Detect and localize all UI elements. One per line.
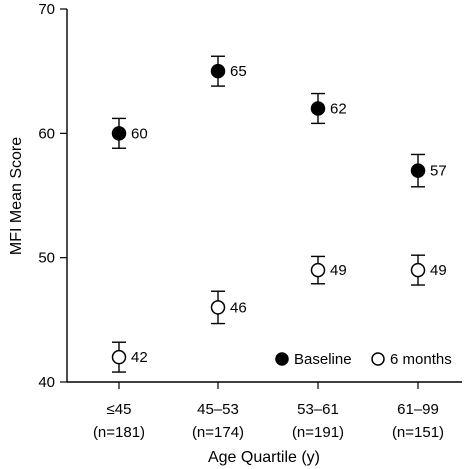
data-label-baseline: 62 <box>330 100 347 117</box>
point-6-months <box>310 262 326 278</box>
y-axis-title: MFI Mean Score <box>8 137 25 255</box>
x-category-count: (n=191) <box>292 424 344 441</box>
point-baseline <box>310 101 326 116</box>
point-baseline <box>111 126 127 141</box>
legend-label-baseline: Baseline <box>294 351 352 368</box>
x-category-range: ≤45 <box>107 401 132 418</box>
x-category-range: 45–53 <box>197 401 239 418</box>
data-label-baseline: 60 <box>131 125 148 142</box>
legend: Baseline 6 months <box>275 351 452 368</box>
point-6-months <box>210 300 226 315</box>
legend-label-6-months: 6 months <box>390 351 452 368</box>
data-label-6-months: 49 <box>330 262 347 279</box>
y-tick-label: 40 <box>38 374 55 391</box>
data-label-6-months: 49 <box>430 262 447 279</box>
y-tick-label: 70 <box>38 1 55 18</box>
axes <box>66 9 462 383</box>
x-axis-title: Age Quartile (y) <box>208 449 320 466</box>
x-category-range: 53–61 <box>297 401 339 418</box>
x-category-count: (n=181) <box>93 424 145 441</box>
x-category-count: (n=151) <box>392 424 444 441</box>
data-label-baseline: 57 <box>430 163 447 180</box>
legend-marker-6-months <box>371 352 385 366</box>
data-label-baseline: 65 <box>230 63 247 80</box>
data-label-6-months: 46 <box>230 299 247 316</box>
y-tick-label: 60 <box>38 125 55 142</box>
x-category-count: (n=174) <box>192 424 244 441</box>
point-baseline <box>410 163 426 178</box>
point-6-months <box>111 349 127 365</box>
point-6-months <box>410 262 426 278</box>
x-category-range: 61–99 <box>397 401 439 418</box>
y-ticks: 40 50 60 70 <box>38 1 67 391</box>
legend-marker-baseline <box>275 352 289 366</box>
data-label-6-months: 42 <box>131 349 148 366</box>
data-series: 60 65 62 57 42 46 49 49 <box>111 55 447 373</box>
y-tick-label: 50 <box>38 250 55 267</box>
x-category-labels: ≤45 (n=181) 45–53 (n=174) 53–61 (n=191) 61–99 (… <box>93 382 444 441</box>
point-baseline <box>210 63 226 79</box>
